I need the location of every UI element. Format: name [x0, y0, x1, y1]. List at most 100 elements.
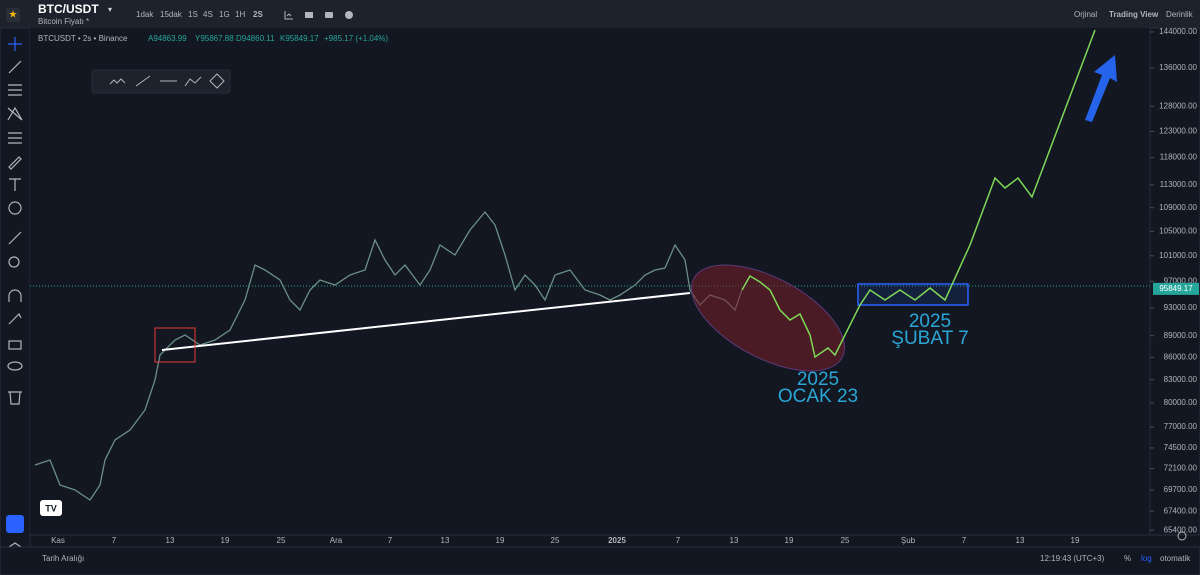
interval[interactable]: 1dak	[136, 10, 154, 19]
date-label: 13	[166, 536, 175, 545]
chart-type-icon[interactable]	[284, 11, 293, 20]
legend-high: Y95867.88	[195, 34, 234, 43]
brush-tool[interactable]	[8, 156, 22, 170]
price-label: 123000.00	[1159, 127, 1197, 136]
drawing-tools	[6, 37, 24, 552]
price-label: 69700.00	[1164, 485, 1198, 494]
star-icon: ★	[9, 10, 18, 21]
trendline	[161, 292, 691, 351]
delete-tool[interactable]	[8, 391, 22, 405]
top-bar	[0, 0, 1200, 28]
price-label: 113000.00	[1160, 180, 1198, 189]
fib-tool[interactable]	[8, 84, 22, 96]
drop-zone	[690, 264, 846, 372]
symbol-caret: ▾	[108, 5, 112, 14]
annotation-date: ŞUBAT 7	[891, 328, 968, 349]
log-toggle[interactable]: log	[1141, 554, 1152, 563]
interval[interactable]: 1H	[235, 10, 245, 19]
zoom-tool[interactable]	[8, 256, 20, 268]
date-label: 13	[441, 536, 450, 545]
magnet-tool[interactable]	[8, 289, 22, 302]
date-label: 25	[277, 536, 286, 545]
date-label: 7	[676, 536, 681, 545]
snapshot-icon[interactable]	[325, 12, 333, 18]
price-label: 77000.00	[1164, 422, 1198, 431]
price-label: 67400.00	[1164, 506, 1198, 515]
text-tool[interactable]	[9, 178, 21, 191]
favorites-tool[interactable]	[6, 515, 24, 533]
interval[interactable]: 2S	[253, 10, 263, 19]
tool-5[interactable]	[209, 73, 225, 89]
symbol[interactable]: BTC/USDT	[38, 2, 99, 16]
legend-low: D94860.11	[236, 34, 275, 43]
price-label: 80000.00	[1164, 398, 1198, 407]
price-label: 136000.00	[1159, 63, 1197, 72]
stay-drawing-tool[interactable]	[8, 312, 22, 325]
projection-path	[741, 29, 1096, 359]
date-label: 7	[388, 536, 393, 545]
tv-logo	[40, 500, 62, 516]
floating-tools	[109, 73, 225, 89]
view-tab[interactable]: Derinlik	[1166, 10, 1194, 19]
price-label: 93000.00	[1164, 303, 1198, 312]
settings-icon[interactable]	[1177, 531, 1187, 541]
date-label: 13	[1016, 536, 1025, 545]
annotation-date: OCAK 23	[778, 386, 858, 407]
highlight-box	[154, 327, 196, 363]
view-tab[interactable]: Orjinal	[1074, 10, 1097, 19]
date-label: Ara	[330, 536, 343, 545]
ruler-tool[interactable]	[8, 231, 22, 245]
tool-4[interactable]	[184, 76, 202, 87]
date-label: 19	[785, 536, 794, 545]
footer	[0, 546, 1200, 575]
interval[interactable]: 1S	[188, 10, 198, 19]
date-label: 7	[962, 536, 967, 545]
date-label: 13	[730, 536, 739, 545]
add-icon[interactable]	[345, 11, 353, 19]
crosshair-tool[interactable]	[8, 37, 22, 51]
price-label: 86000.00	[1164, 352, 1198, 361]
interval[interactable]: 15dak	[160, 10, 183, 19]
trendline-tool[interactable]	[8, 60, 22, 74]
emoji-tool[interactable]	[8, 201, 22, 215]
tool-2[interactable]	[135, 75, 151, 87]
price-label: 105000.00	[1159, 226, 1197, 235]
interval[interactable]: 4S	[203, 10, 213, 19]
date-range[interactable]: Tarih Aralığı	[42, 554, 84, 563]
last-price-tag	[1153, 282, 1199, 295]
left-toolbar	[0, 27, 31, 548]
date-label: 25	[841, 536, 850, 545]
tool-1[interactable]	[109, 78, 126, 85]
projection-tool[interactable]	[8, 132, 22, 144]
price-label: 118000.00	[1160, 153, 1198, 162]
date-label: 25	[551, 536, 560, 545]
tv-logo-text: TV	[45, 503, 57, 513]
price-label: 83000.00	[1164, 375, 1198, 384]
indicators-icon[interactable]	[305, 12, 313, 18]
hide-tool[interactable]	[7, 361, 23, 371]
percent-toggle[interactable]: %	[1124, 554, 1131, 563]
price-label: 109000.00	[1159, 203, 1197, 212]
chart-pane	[30, 28, 1150, 535]
date-label: 19	[221, 536, 230, 545]
price-label: 72100.00	[1164, 464, 1198, 473]
up-arrow	[1085, 55, 1117, 122]
view-tab[interactable]: Trading View	[1109, 10, 1159, 19]
price-label: 144000.00	[1159, 27, 1197, 36]
annotation-year: 2025	[797, 369, 839, 390]
last-price-label: 95849.17	[1159, 284, 1193, 293]
favorite[interactable]	[6, 8, 20, 22]
auto-toggle[interactable]: otomatik	[1160, 554, 1191, 563]
clock: 12:19:43 (UTC+3)	[1040, 554, 1105, 563]
pattern-tool[interactable]	[7, 106, 23, 121]
price-label: 89000.00	[1164, 331, 1198, 340]
price-label: 74500.00	[1164, 443, 1198, 452]
price-history	[34, 210, 743, 501]
interval[interactable]: 1G	[219, 10, 230, 19]
date-label: 2025	[608, 536, 626, 545]
date-label: 7	[112, 536, 117, 545]
lock-tool[interactable]	[8, 340, 22, 350]
date-label: Şub	[901, 536, 916, 545]
